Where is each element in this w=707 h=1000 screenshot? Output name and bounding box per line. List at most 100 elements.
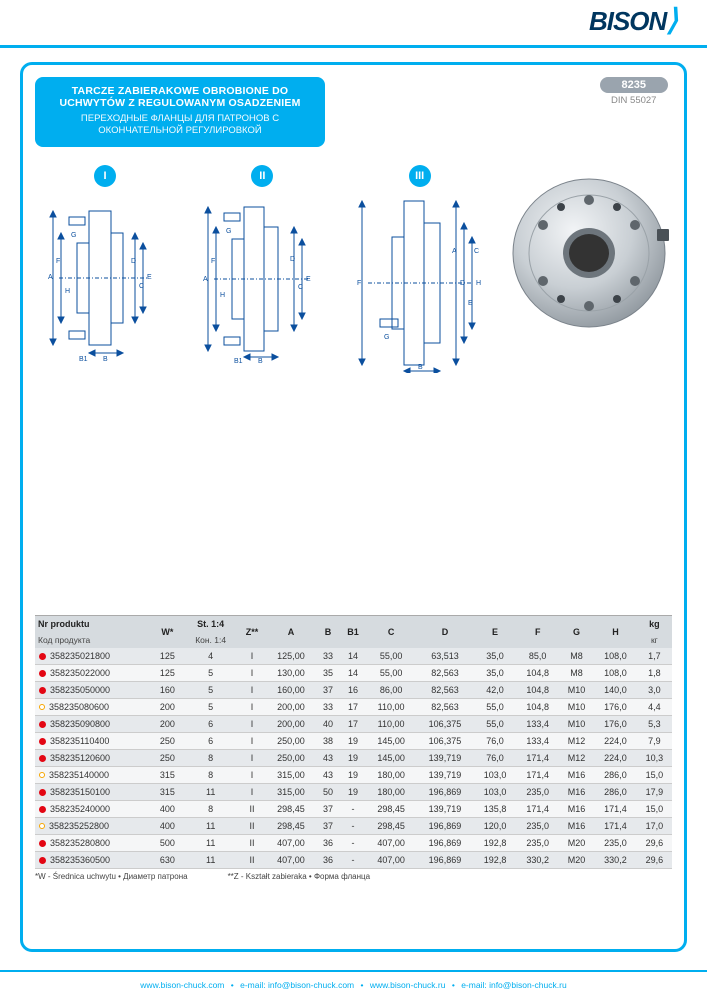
cell-st: 8 — [183, 766, 238, 783]
cell-d: 139,719 — [416, 766, 474, 783]
table-row: 3582351104002506I250,003819145,00106,375… — [35, 732, 672, 749]
drawing-1-svg: AFH DCE B1BG — [39, 193, 171, 363]
cell-z: I — [238, 732, 266, 749]
svg-text:G: G — [384, 334, 389, 341]
cell-b1: 16 — [340, 681, 366, 698]
cell-e: 76,0 — [474, 749, 517, 766]
cell-w: 500 — [152, 834, 183, 851]
cell-a: 200,00 — [266, 698, 316, 715]
svg-text:D: D — [460, 280, 465, 287]
svg-text:H: H — [65, 288, 70, 295]
cell-g: M16 — [559, 766, 594, 783]
th-kg-ru: кг — [637, 632, 672, 648]
cell-c: 55,00 — [366, 664, 416, 681]
cell-b1: 17 — [340, 715, 366, 732]
footer-em1-label: e-mail: — [240, 980, 266, 990]
drawing-2-svg: AFH DCE B1BG — [196, 193, 328, 363]
cell-e: 103,0 — [474, 783, 517, 800]
cell-st: 5 — [183, 664, 238, 681]
status-dot-icon — [39, 789, 46, 796]
cell-d: 82,563 — [416, 698, 474, 715]
cell-w: 630 — [152, 851, 183, 868]
cell-e: 103,0 — [474, 766, 517, 783]
cell-h: 286,0 — [594, 783, 637, 800]
cell-st: 8 — [183, 800, 238, 817]
tech-drawing-3: III FAD EHC BG — [350, 165, 490, 375]
cell-f: 171,4 — [516, 766, 559, 783]
cell-g: M20 — [559, 851, 594, 868]
product-code-badge: 8235 DIN 55027 — [600, 77, 668, 106]
cell-b1: 19 — [340, 783, 366, 800]
cell-a: 407,00 — [266, 834, 316, 851]
cell-c: 180,00 — [366, 766, 416, 783]
cell-h: 235,0 — [594, 834, 637, 851]
cell-w: 160 — [152, 681, 183, 698]
cell-product: 358235021800 — [35, 648, 152, 665]
footer-url1[interactable]: www.bison-chuck.com — [140, 980, 224, 990]
cell-kg: 1,7 — [637, 648, 672, 665]
cell-z: I — [238, 698, 266, 715]
cell-b1: 19 — [340, 766, 366, 783]
cell-b1: - — [340, 834, 366, 851]
cell-h: 330,2 — [594, 851, 637, 868]
footer-email1[interactable]: info@bison-chuck.com — [268, 980, 354, 990]
table-row: 3582350500001605I160,00371686,0082,56342… — [35, 681, 672, 698]
cell-product: 358235280800 — [35, 834, 152, 851]
cell-e: 135,8 — [474, 800, 517, 817]
cell-kg: 15,0 — [637, 766, 672, 783]
cell-a: 315,00 — [266, 766, 316, 783]
cell-z: I — [238, 766, 266, 783]
table-row: 35823528080050011II407,0036-407,00196,86… — [35, 834, 672, 851]
cell-b1: 19 — [340, 749, 366, 766]
svg-text:H: H — [476, 280, 481, 287]
cell-g: M20 — [559, 834, 594, 851]
status-dot-icon — [39, 687, 46, 694]
th-b1: B1 — [340, 615, 366, 648]
cell-g: M10 — [559, 698, 594, 715]
cell-z: I — [238, 681, 266, 698]
svg-text:B1: B1 — [79, 356, 88, 363]
footer-url2[interactable]: www.bison-chuck.ru — [370, 980, 446, 990]
cell-h: 108,0 — [594, 648, 637, 665]
cell-w: 315 — [152, 766, 183, 783]
cell-w: 400 — [152, 817, 183, 834]
footer-email2[interactable]: info@bison-chuck.ru — [489, 980, 567, 990]
th-d: D — [416, 615, 474, 648]
cell-b: 36 — [316, 834, 340, 851]
cell-f: 330,2 — [516, 851, 559, 868]
cell-b1: - — [340, 800, 366, 817]
cell-b: 37 — [316, 681, 340, 698]
cell-f: 235,0 — [516, 783, 559, 800]
cell-c: 298,45 — [366, 800, 416, 817]
cell-g: M12 — [559, 749, 594, 766]
cell-st: 5 — [183, 681, 238, 698]
svg-text:A: A — [452, 248, 457, 255]
svg-text:C: C — [139, 283, 144, 290]
cell-c: 298,45 — [366, 817, 416, 834]
cell-a: 250,00 — [266, 732, 316, 749]
roman-2: II — [251, 165, 273, 187]
cell-f: 235,0 — [516, 834, 559, 851]
footnotes: *W - Średnica uchwytu • Диаметр патрона … — [35, 872, 672, 881]
cell-g: M12 — [559, 732, 594, 749]
cell-b: 37 — [316, 800, 340, 817]
cell-a: 298,45 — [266, 800, 316, 817]
cell-st: 4 — [183, 648, 238, 665]
cell-f: 133,4 — [516, 732, 559, 749]
table-row: 35823536050063011II407,0036-407,00196,86… — [35, 851, 672, 868]
cell-a: 200,00 — [266, 715, 316, 732]
cell-product: 358235050000 — [35, 681, 152, 698]
table-row: 3582350908002006I200,004017110,00106,375… — [35, 715, 672, 732]
th-g: G — [559, 615, 594, 648]
status-dot-icon — [39, 721, 46, 728]
table-row: 3582350220001255I130,00351455,0082,56335… — [35, 664, 672, 681]
cell-kg: 15,0 — [637, 800, 672, 817]
status-dot-icon — [39, 704, 45, 710]
status-dot-icon — [39, 738, 46, 745]
cell-d: 196,869 — [416, 851, 474, 868]
cell-e: 76,0 — [474, 732, 517, 749]
cell-product: 358235120600 — [35, 749, 152, 766]
th-b: B — [316, 615, 340, 648]
cell-d: 196,869 — [416, 783, 474, 800]
cell-b1: - — [340, 851, 366, 868]
